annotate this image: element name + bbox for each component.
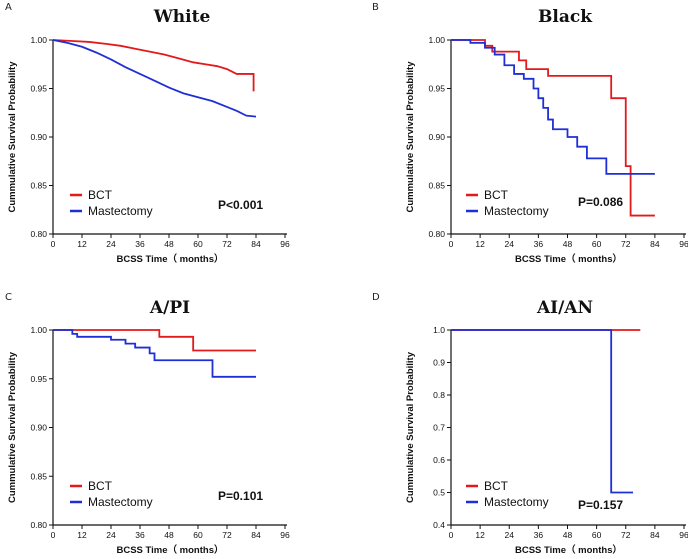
p-value: P=0.086 [578,195,623,209]
x-tick-label: 84 [650,239,660,249]
legend-label: Mastectomy [88,495,153,509]
x-tick-label: 84 [251,239,261,249]
y-tick-label: 0.80 [30,520,47,530]
chart-title: A/PI [149,298,190,318]
x-tick-label: 60 [592,530,602,540]
x-tick-label: 48 [563,530,573,540]
x-tick-label: 72 [222,530,232,540]
x-axis-label: BCSS Time（ months） [515,253,622,265]
y-tick-label: 0.95 [30,84,47,94]
y-axis-label: Cummulative Survival Probability [405,61,416,213]
chart-panel-c: C A/PI 0 12 24 36 48 60 72 84 96 0.80 0.85 0.90 0.95 1.… [5,292,290,556]
y-tick-label: 0.85 [30,471,47,481]
legend-label: BCT [88,479,113,493]
x-tick-label: 96 [679,239,688,249]
series-line-mastectomy [53,329,256,378]
legend-label: Mastectomy [484,495,549,509]
x-tick-label: 48 [164,239,174,249]
x-tick-label: 0 [449,530,454,540]
legend-label: Mastectomy [484,204,549,218]
y-tick-label: 0.5 [433,488,445,498]
y-axis-label: Cummulative Survival Probability [405,351,416,503]
x-tick-label: 0 [51,239,56,249]
y-tick-label: 0.85 [30,181,47,191]
x-tick-label: 96 [280,239,290,249]
x-tick-label: 84 [650,530,660,540]
x-tick-label: 0 [449,239,454,249]
chart-title: Black [538,7,593,27]
legend-label: Mastectomy [88,204,153,218]
x-tick-label: 48 [164,530,174,540]
p-value: P=0.101 [218,489,263,503]
y-tick-label: 0.95 [428,84,445,94]
y-tick-label: 1.00 [428,35,445,45]
x-tick-label: 48 [563,239,573,249]
x-tick-label: 36 [135,239,145,249]
y-tick-label: 0.85 [428,181,445,191]
panel-letter: D [372,292,380,303]
y-tick-label: 0.90 [428,132,445,142]
y-tick-label: 0.95 [30,374,47,384]
x-tick-label: 72 [621,530,631,540]
x-tick-label: 84 [251,530,261,540]
series-line-bct [52,39,255,92]
y-tick-label: 0.6 [433,455,445,465]
y-tick-label: 1.00 [30,325,47,335]
x-tick-label: 96 [280,530,290,540]
x-tick-label: 12 [475,530,485,540]
x-axis-label: BCSS Time（ months） [117,253,224,265]
x-axis-label: BCSS Time（ months） [515,544,622,556]
x-axis-label: BCSS Time（ months） [117,544,224,556]
series-line-mastectomy [451,329,634,494]
x-tick-label: 36 [135,530,145,540]
y-tick-label: 0.80 [30,229,47,239]
series-line-bct [53,329,256,352]
chart-panel-a: A White 0 12 24 36 48 60 72 84 96 0.80 0.85 0.90 0.95 1… [5,2,290,265]
p-value: P<0.001 [218,198,263,212]
x-tick-label: 24 [505,530,515,540]
chart-panel-d: D AI/AN 0 12 24 36 48 60 72 84 96 0.4 0.5 0.6 0.7 0.8 0.… [372,292,688,556]
x-tick-label: 12 [77,239,87,249]
legend-label: BCT [88,188,113,202]
legend-label: BCT [484,188,509,202]
x-tick-label: 60 [592,239,602,249]
x-tick-label: 36 [534,239,544,249]
series-line-bct [451,39,655,217]
legend-label: BCT [484,479,509,493]
x-tick-label: 72 [222,239,232,249]
x-tick-label: 96 [679,530,688,540]
x-tick-label: 36 [534,530,544,540]
y-axis-label: Cummulative Survival Probability [7,61,18,213]
y-tick-label: 1.0 [433,325,445,335]
panel-letter: A [5,2,12,13]
x-tick-label: 0 [51,530,56,540]
y-tick-label: 0.9 [433,358,445,368]
chart-title: White [153,7,211,27]
y-tick-label: 0.7 [433,423,445,433]
chart-panel-b: B Black 0 12 24 36 48 60 72 84 96 0.80 0.85 0.90 0.95 1… [372,2,688,265]
x-tick-label: 24 [106,239,116,249]
series-line-mastectomy [451,39,655,175]
x-tick-label: 12 [475,239,485,249]
x-tick-label: 24 [505,239,515,249]
y-tick-label: 0.8 [433,390,445,400]
series-line-mastectomy [52,39,257,118]
panel-letter: B [372,2,379,13]
chart-title: AI/AN [536,298,593,318]
y-tick-label: 0.4 [433,520,445,530]
x-tick-label: 60 [193,239,203,249]
p-value: P=0.157 [578,498,623,512]
y-tick-label: 0.90 [30,132,47,142]
x-tick-label: 12 [77,530,87,540]
x-tick-label: 60 [193,530,203,540]
y-axis-label: Cummulative Survival Probability [7,351,18,503]
y-tick-label: 0.90 [30,423,47,433]
x-tick-label: 24 [106,530,116,540]
panel-letter: C [5,292,12,303]
y-tick-label: 1.00 [30,35,47,45]
y-tick-label: 0.80 [428,229,445,239]
x-tick-label: 72 [621,239,631,249]
